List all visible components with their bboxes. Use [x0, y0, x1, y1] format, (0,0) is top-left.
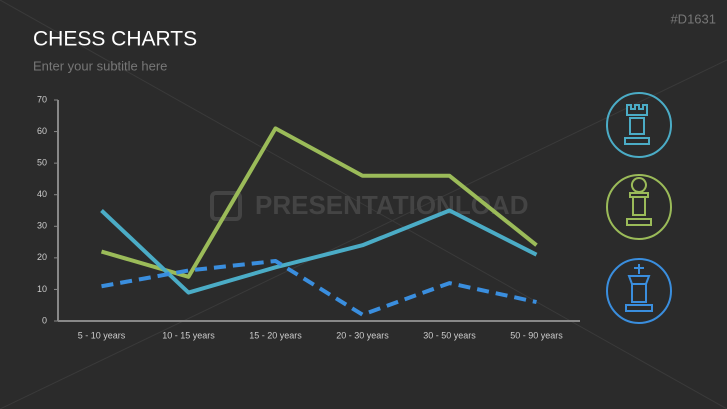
- y-tick-label: 10: [37, 284, 47, 294]
- watermark-icon: [210, 191, 242, 221]
- series-line: [100, 208, 538, 295]
- series-line: [100, 126, 538, 279]
- y-tick-label: 0: [42, 315, 47, 325]
- y-tick-label: 70: [37, 94, 47, 104]
- title: CHESS CHARTS: [33, 28, 197, 51]
- y-tick-label: 60: [37, 126, 47, 136]
- decor-line: [0, 59, 727, 409]
- x-tick-label: 30 - 50 years: [423, 330, 476, 340]
- x-tick-label: 5 - 10 years: [78, 330, 126, 340]
- x-tick-label: 15 - 20 years: [249, 330, 302, 340]
- x-tick-label: 20 - 30 years: [336, 330, 389, 340]
- y-tick-label: 50: [37, 158, 47, 168]
- plot: 0 10 20 30 40 50 60 70 5 - 10 years 10 - 15 years…: [37, 94, 580, 340]
- series-line: [101, 259, 537, 317]
- x-tick-label: 50 - 90 years: [510, 330, 563, 340]
- y-tick-label: 40: [37, 189, 47, 199]
- icons: [606, 92, 672, 324]
- y-tick-label: 30: [37, 221, 47, 231]
- subtitle: Enter your subtitle here: [33, 58, 167, 73]
- y-tick-label: 20: [37, 252, 47, 262]
- slide-id: #D1631: [670, 11, 716, 26]
- x-tick-label: 10 - 15 years: [162, 330, 215, 340]
